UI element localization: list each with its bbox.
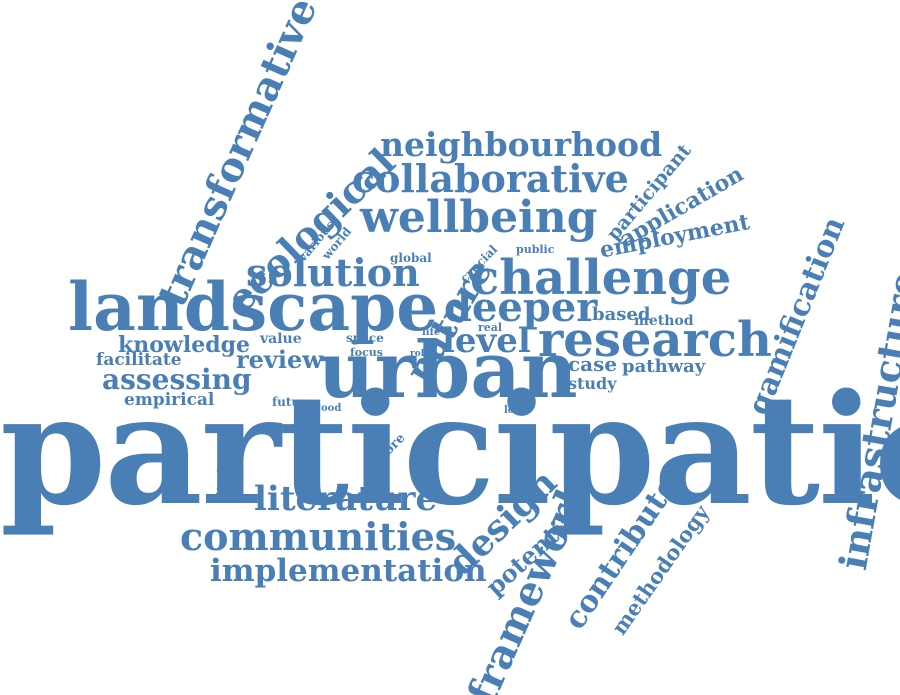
word-research: research	[538, 312, 772, 368]
word-deeper: deeper	[444, 284, 598, 331]
word-wellbeing: wellbeing	[360, 192, 598, 243]
word-implementation: implementation	[210, 553, 487, 589]
word-participation: participation	[0, 360, 900, 539]
word-level: level	[442, 321, 531, 361]
word-review: review	[236, 345, 323, 374]
word-space: space	[346, 331, 384, 345]
word-good: good	[314, 403, 342, 414]
word-collaborative: collaborative	[352, 156, 629, 201]
word-real: real	[478, 321, 503, 334]
word-case: case	[568, 352, 618, 376]
word-neighbourhood: neighbourhood	[380, 125, 663, 164]
word-public: public	[516, 243, 555, 256]
word-local: local	[504, 405, 531, 416]
word-life: life	[422, 327, 441, 338]
word-value: value	[260, 331, 302, 347]
word-challenge: challenge	[470, 250, 732, 306]
word-future: future	[272, 395, 315, 409]
word-facilitate: facilitate	[96, 350, 182, 370]
word-focus: focus	[350, 346, 383, 359]
word-urban: urban	[318, 325, 578, 416]
word-communities: communities	[180, 514, 457, 559]
word-role: role	[410, 349, 430, 359]
word-empirical: empirical	[124, 390, 215, 410]
word-literature: literature	[254, 479, 438, 519]
word-method: method	[634, 313, 694, 329]
word-study: study	[568, 374, 617, 393]
word-landscape: landscape	[68, 268, 439, 346]
word-global: global	[390, 251, 432, 265]
word-solution: solution	[246, 250, 420, 295]
word-pathway: pathway	[622, 356, 706, 377]
word-assessing: assessing	[102, 363, 252, 396]
word-knowledge: knowledge	[118, 332, 250, 358]
word-based: based	[592, 304, 651, 325]
